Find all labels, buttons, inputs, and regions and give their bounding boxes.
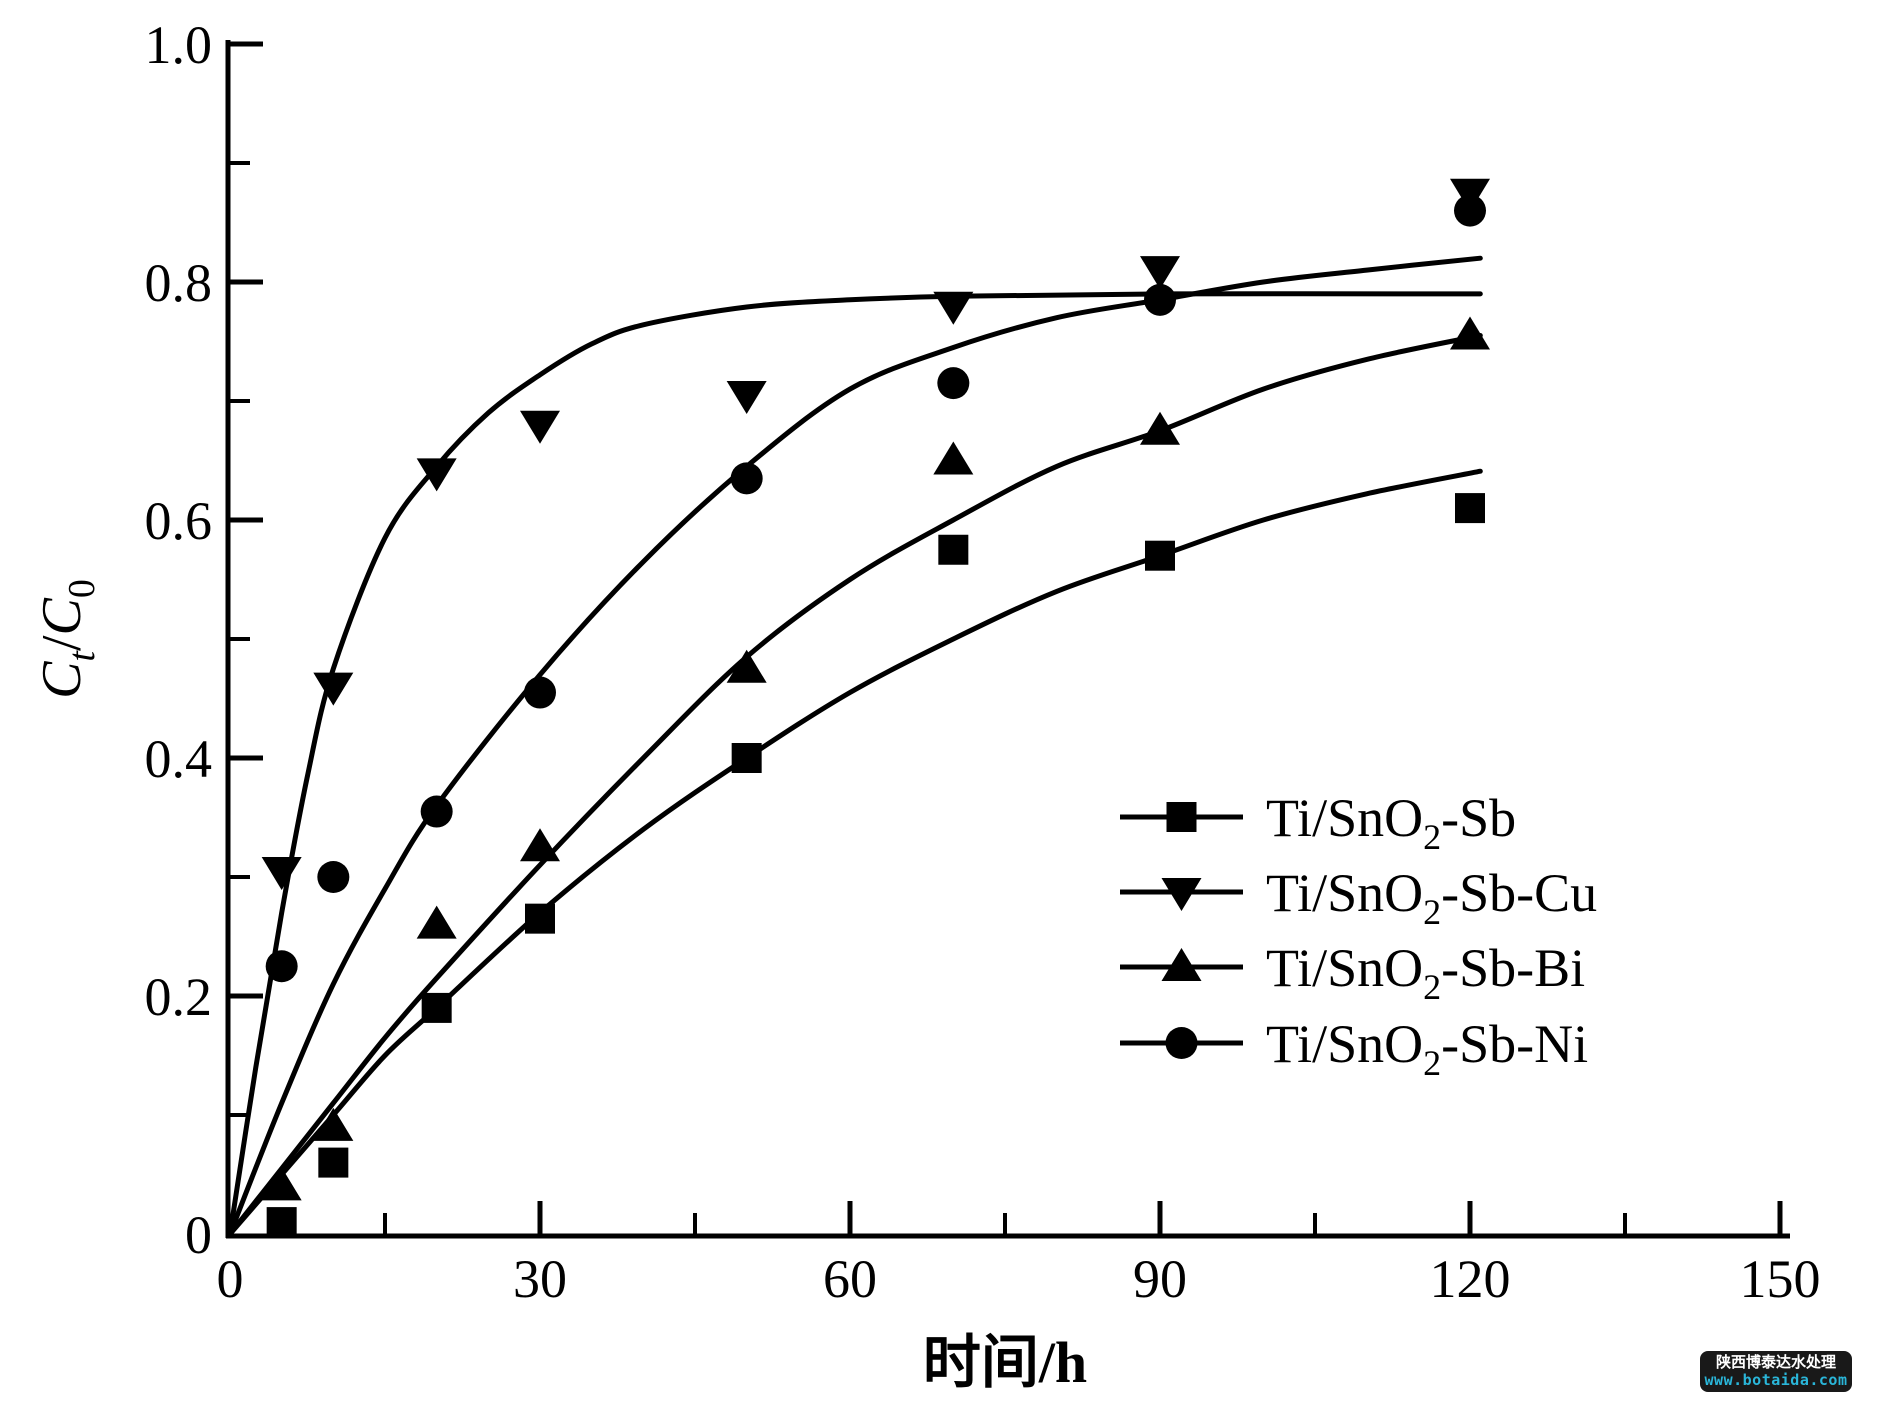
y-tick-label: 0.8 xyxy=(145,253,213,313)
x-tick-label: 120 xyxy=(1430,1249,1511,1309)
x-tick-label: 150 xyxy=(1740,1249,1821,1309)
data-marker-square xyxy=(525,903,555,934)
data-marker-triangle-down xyxy=(313,672,354,706)
data-marker-triangle-down xyxy=(933,291,974,325)
y-tick-label: 0.2 xyxy=(145,967,213,1027)
data-marker-triangle-up xyxy=(1140,411,1180,445)
data-marker-circle xyxy=(730,462,763,495)
data-marker-circle xyxy=(265,950,298,983)
data-marker-triangle-up xyxy=(416,905,457,939)
legend-label-ti-sno2-sb-bi: Ti/SnO2-Sb-Bi xyxy=(1266,938,1585,1007)
data-marker-circle xyxy=(420,795,453,828)
data-marker-square xyxy=(318,1147,349,1178)
data-marker-square xyxy=(421,992,452,1023)
y-tick-label: 1.0 xyxy=(145,15,213,75)
fit-curve-ti-sno2-sb xyxy=(227,468,1483,1237)
x-tick-label: 90 xyxy=(1133,1249,1187,1309)
fit-curve-ti-sno2-sb-bi xyxy=(227,333,1483,1237)
x-tick-label: 30 xyxy=(513,1249,567,1309)
data-marker-circle xyxy=(317,861,350,893)
legend-label-ti-sno2-sb: Ti/SnO2-Sb xyxy=(1266,788,1516,857)
watermark-company: 陕西博泰达水处理 xyxy=(1715,1353,1836,1372)
data-marker-triangle-up xyxy=(520,828,560,862)
x-tick-label: 0 xyxy=(217,1249,244,1309)
data-marker-circle xyxy=(524,676,556,709)
y-tick-label: 0.6 xyxy=(145,491,213,551)
data-marker-triangle-down xyxy=(520,410,560,444)
data-marker-square xyxy=(1145,540,1175,571)
data-marker-triangle-up xyxy=(261,1167,302,1201)
data-marker-square xyxy=(1455,493,1485,524)
watermark-badge: 陕西博泰达水处理 www.botaida.com xyxy=(1700,1351,1852,1392)
data-marker-triangle-down xyxy=(726,381,767,415)
x-axis-title: 时间/h xyxy=(923,1330,1087,1395)
data-marker-circle xyxy=(1454,194,1486,227)
data-marker-triangle-up xyxy=(1450,316,1490,350)
data-marker-square xyxy=(731,743,762,773)
data-marker-triangle-up xyxy=(933,441,974,475)
legend-marker-square xyxy=(1166,802,1197,832)
data-marker-circle xyxy=(937,367,970,400)
y-tick-label: 0 xyxy=(185,1205,212,1265)
fit-curve-ti-sno2-sb-ni xyxy=(227,255,1483,1237)
x-tick-label: 60 xyxy=(823,1249,877,1309)
legend-marker-circle xyxy=(1165,1027,1198,1059)
data-marker-triangle-down xyxy=(1140,256,1180,290)
data-marker-triangle-up xyxy=(726,649,767,683)
fit-curve-ti-sno2-sb-cu xyxy=(227,291,1483,1237)
data-marker-circle xyxy=(1144,283,1176,316)
data-marker-triangle-down xyxy=(261,857,302,891)
data-marker-square xyxy=(938,534,969,565)
legend-label-ti-sno2-sb-ni: Ti/SnO2-Sb-Ni xyxy=(1266,1014,1588,1083)
y-axis-title: Ct/C0 xyxy=(31,579,103,699)
legend-marker-triangle-up xyxy=(1161,948,1202,981)
watermark-url: www.botaida.com xyxy=(1704,1370,1848,1389)
legend-marker-triangle-down xyxy=(1161,878,1202,911)
data-marker-triangle-down xyxy=(416,458,457,492)
data-marker-triangle-up xyxy=(313,1107,354,1141)
data-marker-square xyxy=(266,1207,297,1238)
y-tick-label: 0.4 xyxy=(145,729,213,789)
legend-label-ti-sno2-sb-cu: Ti/SnO2-Sb-Cu xyxy=(1266,863,1597,932)
